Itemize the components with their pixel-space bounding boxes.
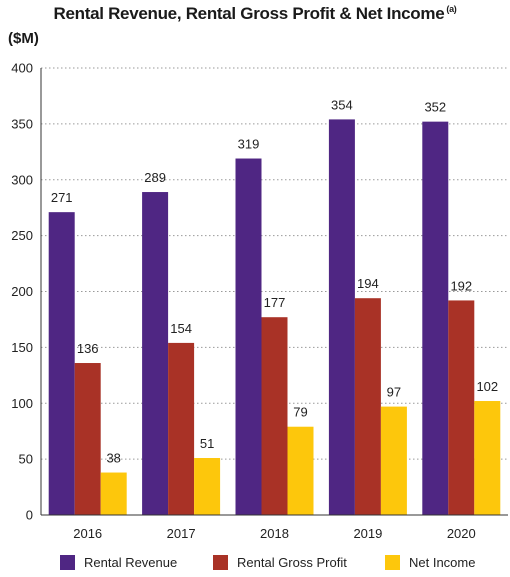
y-tick-label: 0 — [26, 508, 33, 523]
data-label: 319 — [238, 137, 260, 152]
data-label: 79 — [293, 405, 307, 420]
y-tick-label: 250 — [11, 228, 33, 243]
bar-net-income-2017 — [194, 458, 221, 515]
y-tick-label: 50 — [19, 452, 33, 467]
data-label: 97 — [387, 385, 401, 400]
legend: Rental Revenue Rental Gross Profit Net Inc… — [0, 555, 510, 575]
x-tick-label: 2018 — [260, 526, 289, 541]
y-axis-ticks: 0 50 100 150 200 250 300 350 400 — [11, 61, 33, 523]
x-tick-label: 2016 — [73, 526, 102, 541]
data-label: 51 — [200, 436, 214, 451]
bar-rental-gross-profit-2020 — [448, 300, 475, 515]
legend-label: Rental Gross Profit — [237, 555, 347, 570]
legend-item-rental-gross-profit: Rental Gross Profit — [213, 555, 347, 570]
data-label: 192 — [450, 278, 472, 293]
legend-swatch — [213, 555, 228, 570]
data-labels: 271 289 319 354 352 136 154 177 194 192 38 51 79 97 10… — [51, 97, 498, 465]
data-label: 136 — [77, 341, 99, 356]
data-label: 352 — [424, 100, 446, 115]
bar-net-income-2016 — [100, 472, 127, 515]
bar-rental-gross-profit-2018 — [261, 317, 288, 515]
chart-title: Rental Revenue, Rental Gross Profit & Ne… — [53, 4, 457, 23]
legend-label: Rental Revenue — [84, 555, 178, 570]
legend-swatch — [60, 555, 75, 570]
x-axis-ticks: 2016 2017 2018 2019 2020 — [73, 526, 476, 541]
y-tick-label: 300 — [11, 172, 33, 187]
bar-rental-revenue-2018 — [235, 158, 262, 515]
y-tick-label: 100 — [11, 396, 33, 411]
axes — [40, 68, 508, 516]
bar-rental-gross-profit-2016 — [74, 363, 101, 515]
bar-net-income-2020 — [474, 401, 501, 515]
y-tick-label: 400 — [11, 61, 33, 76]
x-tick-label: 2017 — [167, 526, 196, 541]
bar-rental-revenue-2016 — [48, 212, 75, 515]
bars — [48, 119, 501, 516]
legend-swatch — [385, 555, 400, 570]
title-footnote: (a) — [446, 4, 457, 14]
data-label: 194 — [357, 276, 379, 291]
bar-rental-gross-profit-2017 — [168, 342, 195, 515]
bar-rental-revenue-2017 — [142, 192, 169, 516]
y-axis-unit-label: ($M) — [8, 30, 39, 47]
y-tick-label: 200 — [11, 284, 33, 299]
y-tick-label: 150 — [11, 340, 33, 355]
y-tick-label: 350 — [11, 116, 33, 131]
x-tick-label: 2019 — [353, 526, 382, 541]
data-label: 154 — [170, 321, 192, 336]
bar-rental-gross-profit-2019 — [354, 298, 381, 515]
legend-label: Net Income — [409, 555, 476, 570]
bar-chart: 0 50 100 150 200 250 300 350 400 271 289 319 354 352… — [11, 61, 508, 541]
data-label: 271 — [51, 190, 73, 205]
x-tick-label: 2020 — [447, 526, 476, 541]
data-label: 102 — [476, 379, 498, 394]
bar-net-income-2018 — [287, 426, 314, 515]
data-label: 289 — [144, 170, 166, 185]
bar-rental-revenue-2019 — [328, 119, 355, 515]
bar-net-income-2019 — [380, 406, 407, 515]
legend-item-rental-revenue: Rental Revenue — [60, 555, 177, 570]
legend-item-net-income: Net Income — [385, 555, 475, 570]
data-label: 38 — [106, 451, 120, 466]
bar-rental-revenue-2020 — [422, 121, 449, 515]
data-label: 354 — [331, 97, 353, 112]
data-label: 177 — [264, 295, 286, 310]
